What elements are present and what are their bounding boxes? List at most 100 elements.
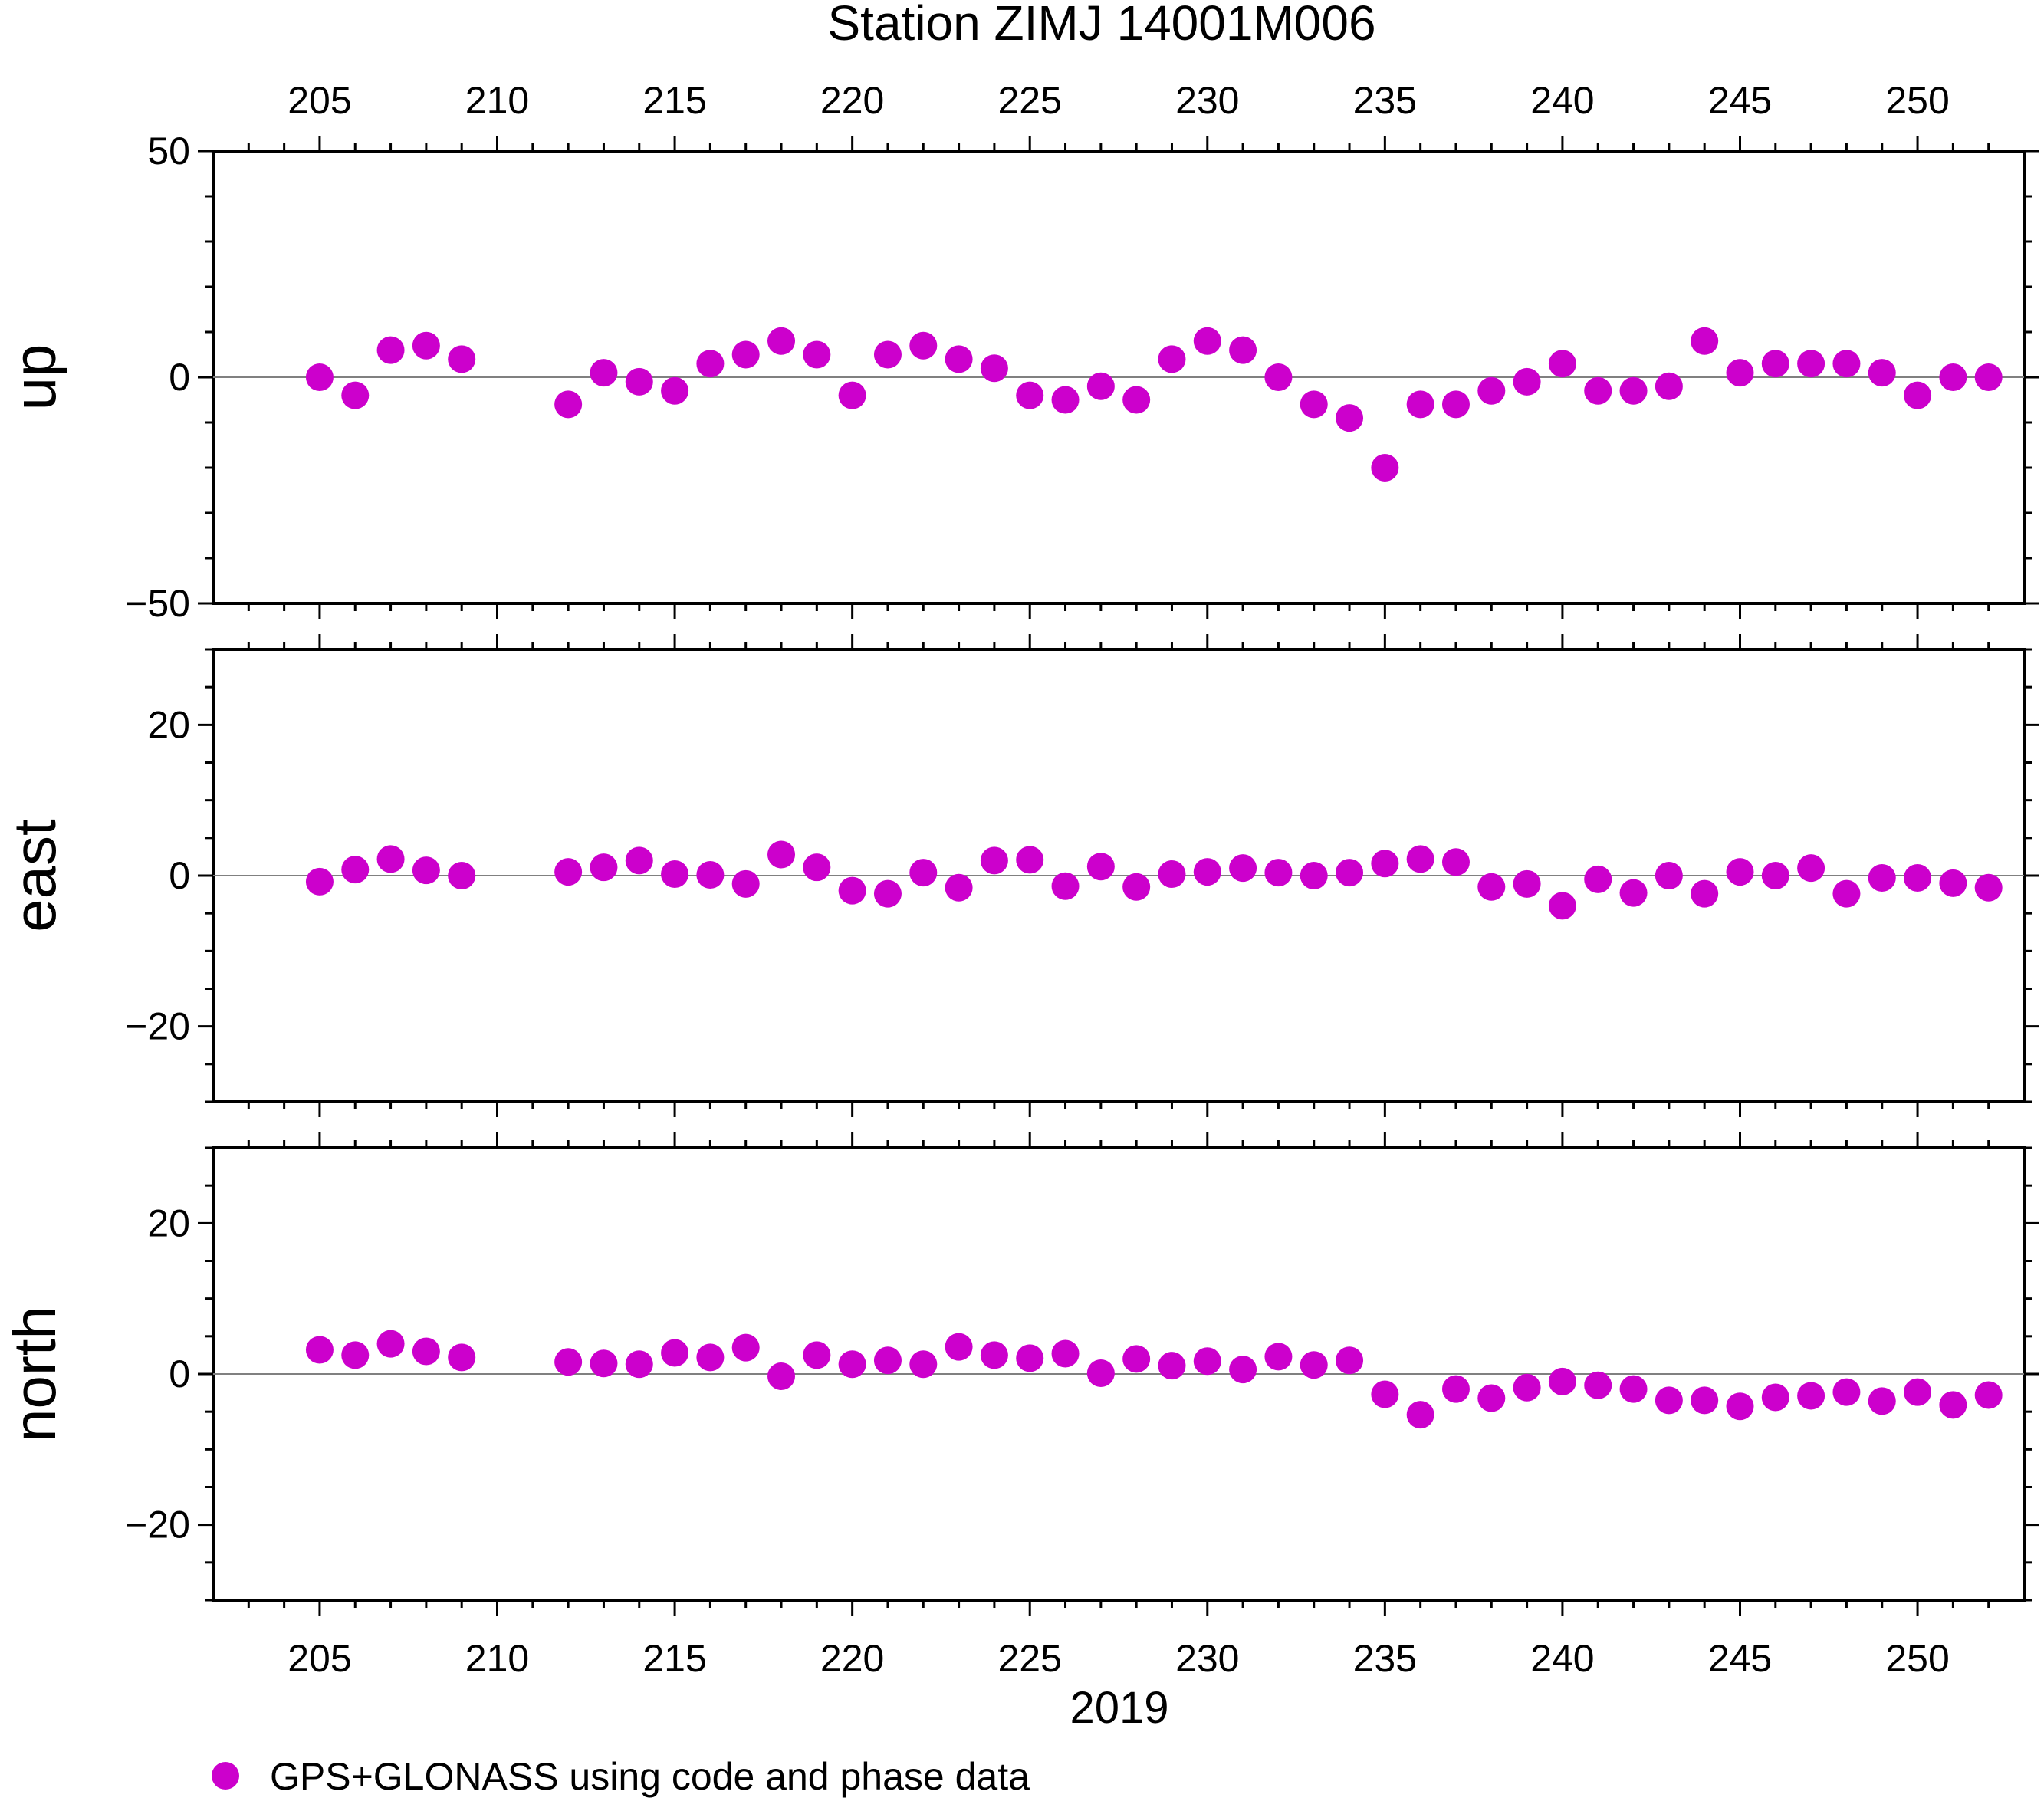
data-point-up [838, 381, 866, 409]
data-point-up [554, 390, 583, 419]
data-point-east [1229, 854, 1257, 883]
data-point-north [1619, 1375, 1648, 1403]
data-point-east [412, 856, 440, 885]
data-point-north [412, 1337, 440, 1366]
data-point-east [1336, 859, 1364, 887]
data-point-north [873, 1346, 902, 1375]
x-tick-label-top: 245 [1708, 79, 1772, 122]
x-tick-label-top: 215 [642, 79, 706, 122]
data-point-up [1122, 386, 1151, 414]
data-point-north [1513, 1373, 1541, 1402]
data-point-up [1371, 454, 1399, 482]
x-tick-label-bottom: 230 [1175, 1637, 1239, 1680]
data-point-north [1406, 1401, 1434, 1429]
data-point-up [448, 345, 476, 373]
data-point-north [731, 1333, 760, 1362]
data-point-up [767, 327, 796, 355]
data-point-east [1584, 865, 1612, 893]
data-point-north [838, 1350, 866, 1379]
data-point-north [1726, 1392, 1754, 1421]
data-point-east [554, 858, 583, 886]
data-point-up [1904, 381, 1932, 409]
data-point-east [731, 869, 760, 898]
data-point-north [1939, 1391, 1967, 1419]
data-point-east [945, 873, 973, 902]
y-tick-label: 0 [169, 356, 190, 399]
data-point-up [1691, 327, 1719, 355]
data-point-up [873, 340, 902, 369]
data-point-up [1797, 350, 1825, 378]
x-tick-label-top: 240 [1530, 79, 1594, 122]
data-point-east [767, 840, 796, 869]
data-point-east [909, 859, 938, 887]
panel-east: −20 0 20 east [1, 634, 2039, 1117]
data-point-up [731, 340, 760, 369]
data-point-east [1300, 862, 1328, 889]
data-point-east [661, 860, 689, 889]
data-point-north [1193, 1347, 1221, 1376]
data-point-east [803, 853, 831, 882]
data-point-north [1797, 1382, 1825, 1410]
x-tick-label-bottom: 210 [465, 1637, 529, 1680]
data-point-up [1584, 376, 1612, 405]
y-tick-label: −20 [125, 1005, 190, 1048]
x-tick-label-bottom: 235 [1353, 1637, 1417, 1680]
chart-title: Station ZIMJ 14001M006 [827, 0, 1375, 51]
x-tick-label-bottom: 245 [1708, 1637, 1772, 1680]
data-point-north [980, 1341, 1008, 1369]
data-point-up [1086, 372, 1115, 400]
data-point-up [1406, 390, 1434, 419]
x-tick-label-top: 250 [1885, 79, 1949, 122]
data-point-east [838, 876, 866, 905]
x-tick-label-top: 225 [997, 79, 1061, 122]
x-tick-label-top: 220 [820, 79, 884, 122]
y-tick-label: 0 [169, 1353, 190, 1395]
data-point-up [1051, 386, 1080, 414]
data-point-east [1797, 854, 1825, 883]
data-point-north [1477, 1384, 1506, 1412]
data-point-up [909, 331, 938, 360]
data-point-up [1513, 367, 1541, 396]
data-point-north [1336, 1346, 1364, 1375]
data-point-up [1300, 390, 1328, 419]
data-point-north [661, 1339, 689, 1367]
data-point-north [448, 1343, 476, 1372]
data-point-east [1406, 845, 1434, 873]
y-axis-label-up: up [1, 344, 68, 411]
data-point-north [767, 1362, 796, 1390]
data-point-up [1336, 404, 1364, 432]
data-point-north [1655, 1386, 1683, 1415]
legend-marker [212, 1762, 239, 1790]
data-point-up [341, 381, 370, 409]
data-point-north [1016, 1344, 1044, 1372]
data-point-north [1371, 1380, 1399, 1408]
data-point-east [1939, 869, 1967, 897]
x-tick-label-bottom: 220 [820, 1637, 884, 1680]
data-point-east [305, 867, 334, 896]
data-point-up [1193, 327, 1221, 355]
data-point-up [1939, 363, 1967, 391]
data-point-up [376, 336, 405, 364]
data-point-east [696, 861, 725, 889]
data-point-up [1441, 390, 1470, 419]
data-point-east [376, 845, 405, 873]
data-point-up [590, 359, 618, 387]
data-point-east [873, 879, 902, 908]
data-point-up [1229, 336, 1257, 364]
data-point-north [1904, 1378, 1932, 1406]
data-point-up [1477, 376, 1506, 405]
data-point-east [980, 846, 1008, 875]
panel-up: −50 0 50 up [1, 130, 2039, 625]
data-point-east [448, 862, 476, 889]
y-tick-label: 20 [147, 1201, 190, 1244]
data-point-up [1619, 376, 1648, 405]
data-point-north [1832, 1378, 1861, 1406]
data-point-north [909, 1350, 938, 1379]
data-point-east [1122, 873, 1151, 901]
y-axis-label-north: north [1, 1306, 68, 1442]
data-point-east [341, 856, 370, 884]
data-point-north [554, 1348, 583, 1376]
x-tick-label-bottom: 215 [642, 1637, 706, 1680]
data-point-east [1655, 862, 1683, 889]
